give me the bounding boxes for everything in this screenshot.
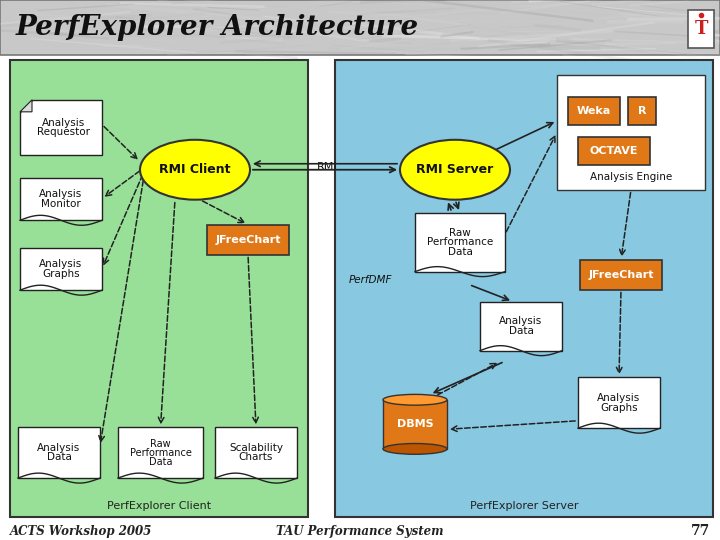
- Text: Monitor: Monitor: [41, 199, 81, 209]
- Text: T: T: [694, 20, 708, 38]
- Text: Data: Data: [448, 247, 472, 256]
- Bar: [628, 97, 656, 125]
- Ellipse shape: [383, 394, 447, 405]
- Bar: [20, 178, 102, 220]
- Bar: [688, 10, 714, 48]
- Bar: [580, 260, 662, 289]
- Text: RMI Server: RMI Server: [416, 163, 494, 176]
- Bar: [578, 377, 660, 428]
- Bar: [215, 427, 297, 478]
- Bar: [118, 427, 203, 478]
- Text: Requestor: Requestor: [37, 127, 91, 137]
- Text: PerfExplorer Architecture: PerfExplorer Architecture: [16, 15, 419, 42]
- Text: RMI Client: RMI Client: [159, 163, 230, 176]
- Polygon shape: [20, 100, 102, 155]
- Ellipse shape: [140, 140, 250, 200]
- Text: TAU Performance System: TAU Performance System: [276, 525, 444, 538]
- Text: Analysis: Analysis: [37, 443, 81, 453]
- Text: 77: 77: [690, 524, 710, 538]
- Bar: [568, 97, 620, 125]
- Text: Graphs: Graphs: [42, 268, 80, 279]
- Text: Analysis Engine: Analysis Engine: [590, 172, 672, 182]
- Text: Data: Data: [508, 326, 534, 336]
- Text: Charts: Charts: [239, 453, 273, 462]
- Bar: [415, 213, 505, 272]
- Ellipse shape: [400, 140, 510, 200]
- Bar: [20, 248, 102, 290]
- Text: RMI: RMI: [317, 162, 338, 172]
- Bar: [578, 137, 650, 165]
- Bar: [10, 60, 308, 517]
- Text: Performance: Performance: [130, 448, 192, 458]
- Text: Scalability: Scalability: [229, 443, 283, 453]
- Text: Analysis: Analysis: [40, 189, 83, 199]
- Polygon shape: [20, 100, 32, 112]
- Bar: [383, 400, 447, 449]
- Bar: [0, 0, 720, 55]
- Bar: [557, 75, 705, 190]
- Text: JFreeChart: JFreeChart: [215, 234, 281, 245]
- Text: JFreeChart: JFreeChart: [588, 269, 654, 280]
- Ellipse shape: [383, 443, 447, 454]
- Text: Analysis: Analysis: [42, 118, 86, 127]
- Text: PerfDMF: PerfDMF: [348, 274, 392, 285]
- Text: Analysis: Analysis: [598, 393, 641, 403]
- Bar: [18, 427, 100, 478]
- Text: Data: Data: [149, 457, 172, 467]
- Text: Data: Data: [47, 453, 71, 462]
- Text: Graphs: Graphs: [600, 402, 638, 413]
- Text: ACTS Workshop 2005: ACTS Workshop 2005: [10, 525, 152, 538]
- Text: Analysis: Analysis: [500, 316, 543, 326]
- Text: PerfExplorer Client: PerfExplorer Client: [107, 501, 211, 511]
- Text: Performance: Performance: [427, 237, 493, 247]
- Bar: [480, 301, 562, 350]
- Bar: [207, 225, 289, 254]
- Text: DBMS: DBMS: [397, 420, 433, 429]
- Text: PerfExplorer Server: PerfExplorer Server: [469, 501, 578, 511]
- Text: R: R: [638, 106, 647, 116]
- Bar: [335, 60, 713, 517]
- Text: Analysis: Analysis: [40, 259, 83, 269]
- Text: Raw: Raw: [449, 228, 471, 238]
- Text: Raw: Raw: [150, 438, 171, 449]
- Text: Weka: Weka: [577, 106, 611, 116]
- Text: OCTAVE: OCTAVE: [590, 146, 638, 156]
